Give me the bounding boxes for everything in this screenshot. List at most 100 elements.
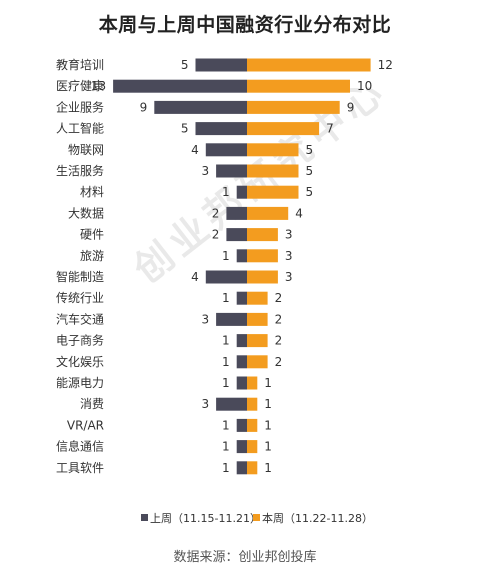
category-label: 文化娱乐 <box>56 354 104 369</box>
value-label-last-week: 1 <box>222 461 230 475</box>
category-label: 医疗健康 <box>56 78 104 93</box>
category-label: 硬件 <box>80 228 104 242</box>
value-label-this-week: 1 <box>264 376 272 390</box>
bar-last-week <box>236 185 247 199</box>
category-label: 智能制造 <box>56 269 104 284</box>
bar-last-week <box>236 249 247 263</box>
category-label: 材料 <box>80 185 104 199</box>
value-label-this-week: 5 <box>306 185 314 199</box>
bar-this-week <box>247 440 258 454</box>
category-label: 旅游 <box>80 249 104 263</box>
value-label-this-week: 5 <box>306 164 314 178</box>
bar-last-week <box>195 58 247 72</box>
bar-last-week <box>216 164 247 178</box>
chart-title: 本周与上周中国融资行业分布对比 <box>98 14 392 36</box>
category-label: 汽车交通 <box>56 311 104 326</box>
data-source-note: 数据来源：创业邦创投库 <box>173 550 317 565</box>
category-label: VR/AR <box>67 418 104 432</box>
value-label-last-week: 3 <box>201 397 209 411</box>
value-label-this-week: 2 <box>275 334 283 348</box>
legend-swatch-last-week <box>141 514 148 521</box>
value-label-last-week: 1 <box>222 249 230 263</box>
value-label-last-week: 2 <box>212 206 220 220</box>
bar-last-week <box>216 397 247 411</box>
value-label-last-week: 1 <box>222 418 230 432</box>
value-label-this-week: 2 <box>275 355 283 369</box>
bar-this-week <box>247 228 278 242</box>
bar-this-week <box>247 143 299 157</box>
value-label-last-week: 3 <box>201 312 209 326</box>
value-label-this-week: 4 <box>295 206 303 220</box>
bar-this-week <box>247 58 371 72</box>
legend-label-last-week: 上周（11.15-11.21） <box>150 512 261 525</box>
bar-this-week <box>247 270 278 284</box>
value-label-this-week: 1 <box>264 397 272 411</box>
bar-last-week <box>236 291 247 305</box>
bar-last-week <box>195 122 247 136</box>
value-label-last-week: 13 <box>91 79 106 93</box>
value-label-last-week: 1 <box>222 291 230 305</box>
bar-this-week <box>247 418 258 432</box>
bar-last-week <box>205 143 247 157</box>
category-label: 电子商务 <box>56 333 104 348</box>
bar-last-week <box>226 228 247 242</box>
category-label: 企业服务 <box>56 99 104 114</box>
value-label-last-week: 1 <box>222 376 230 390</box>
value-label-last-week: 2 <box>212 228 220 242</box>
bar-this-week <box>247 79 350 93</box>
value-label-this-week: 12 <box>378 58 393 72</box>
value-label-last-week: 5 <box>181 58 189 72</box>
bar-last-week <box>216 312 247 326</box>
bar-this-week <box>247 397 258 411</box>
bar-this-week <box>247 164 299 178</box>
value-label-last-week: 1 <box>222 334 230 348</box>
value-label-this-week: 3 <box>285 249 293 263</box>
category-label: 教育培训 <box>56 57 104 72</box>
bar-last-week <box>236 376 247 390</box>
value-label-this-week: 2 <box>275 312 283 326</box>
bar-this-week <box>247 249 278 263</box>
bar-last-week <box>113 79 247 93</box>
bar-this-week <box>247 206 289 220</box>
bar-this-week <box>247 461 258 475</box>
value-label-last-week: 1 <box>222 185 230 199</box>
bar-last-week <box>205 270 247 284</box>
category-label: 生活服务 <box>56 163 104 178</box>
bar-last-week <box>226 206 247 220</box>
value-label-this-week: 5 <box>306 143 314 157</box>
value-label-last-week: 1 <box>222 440 230 454</box>
value-label-this-week: 1 <box>264 418 272 432</box>
bar-this-week <box>247 291 268 305</box>
value-label-this-week: 9 <box>347 100 355 114</box>
bar-this-week <box>247 185 299 199</box>
category-label: 大数据 <box>68 205 104 220</box>
value-label-last-week: 9 <box>140 100 148 114</box>
value-label-last-week: 3 <box>201 164 209 178</box>
value-label-this-week: 2 <box>275 291 283 305</box>
value-label-this-week: 3 <box>285 270 293 284</box>
bar-this-week <box>247 355 268 369</box>
bar-last-week <box>236 355 247 369</box>
category-label: 工具软件 <box>56 461 104 475</box>
bar-this-week <box>247 122 320 136</box>
category-label: 人工智能 <box>56 121 104 136</box>
legend-swatch-this-week <box>253 514 260 521</box>
value-label-this-week: 7 <box>326 122 334 136</box>
bar-last-week <box>236 461 247 475</box>
value-label-this-week: 1 <box>264 461 272 475</box>
bar-last-week <box>236 334 247 348</box>
bar-last-week <box>154 100 247 114</box>
value-label-last-week: 1 <box>222 355 230 369</box>
bar-last-week <box>236 440 247 454</box>
value-label-last-week: 5 <box>181 122 189 136</box>
category-label: 物联网 <box>68 143 104 157</box>
bar-this-week <box>247 334 268 348</box>
bar-last-week <box>236 418 247 432</box>
bar-this-week <box>247 100 340 114</box>
value-label-this-week: 1 <box>264 440 272 454</box>
category-label: 消费 <box>80 397 104 411</box>
legend-label-this-week: 本周（11.22-11.28） <box>262 511 373 525</box>
category-label: 传统行业 <box>56 290 104 305</box>
bar-this-week <box>247 312 268 326</box>
